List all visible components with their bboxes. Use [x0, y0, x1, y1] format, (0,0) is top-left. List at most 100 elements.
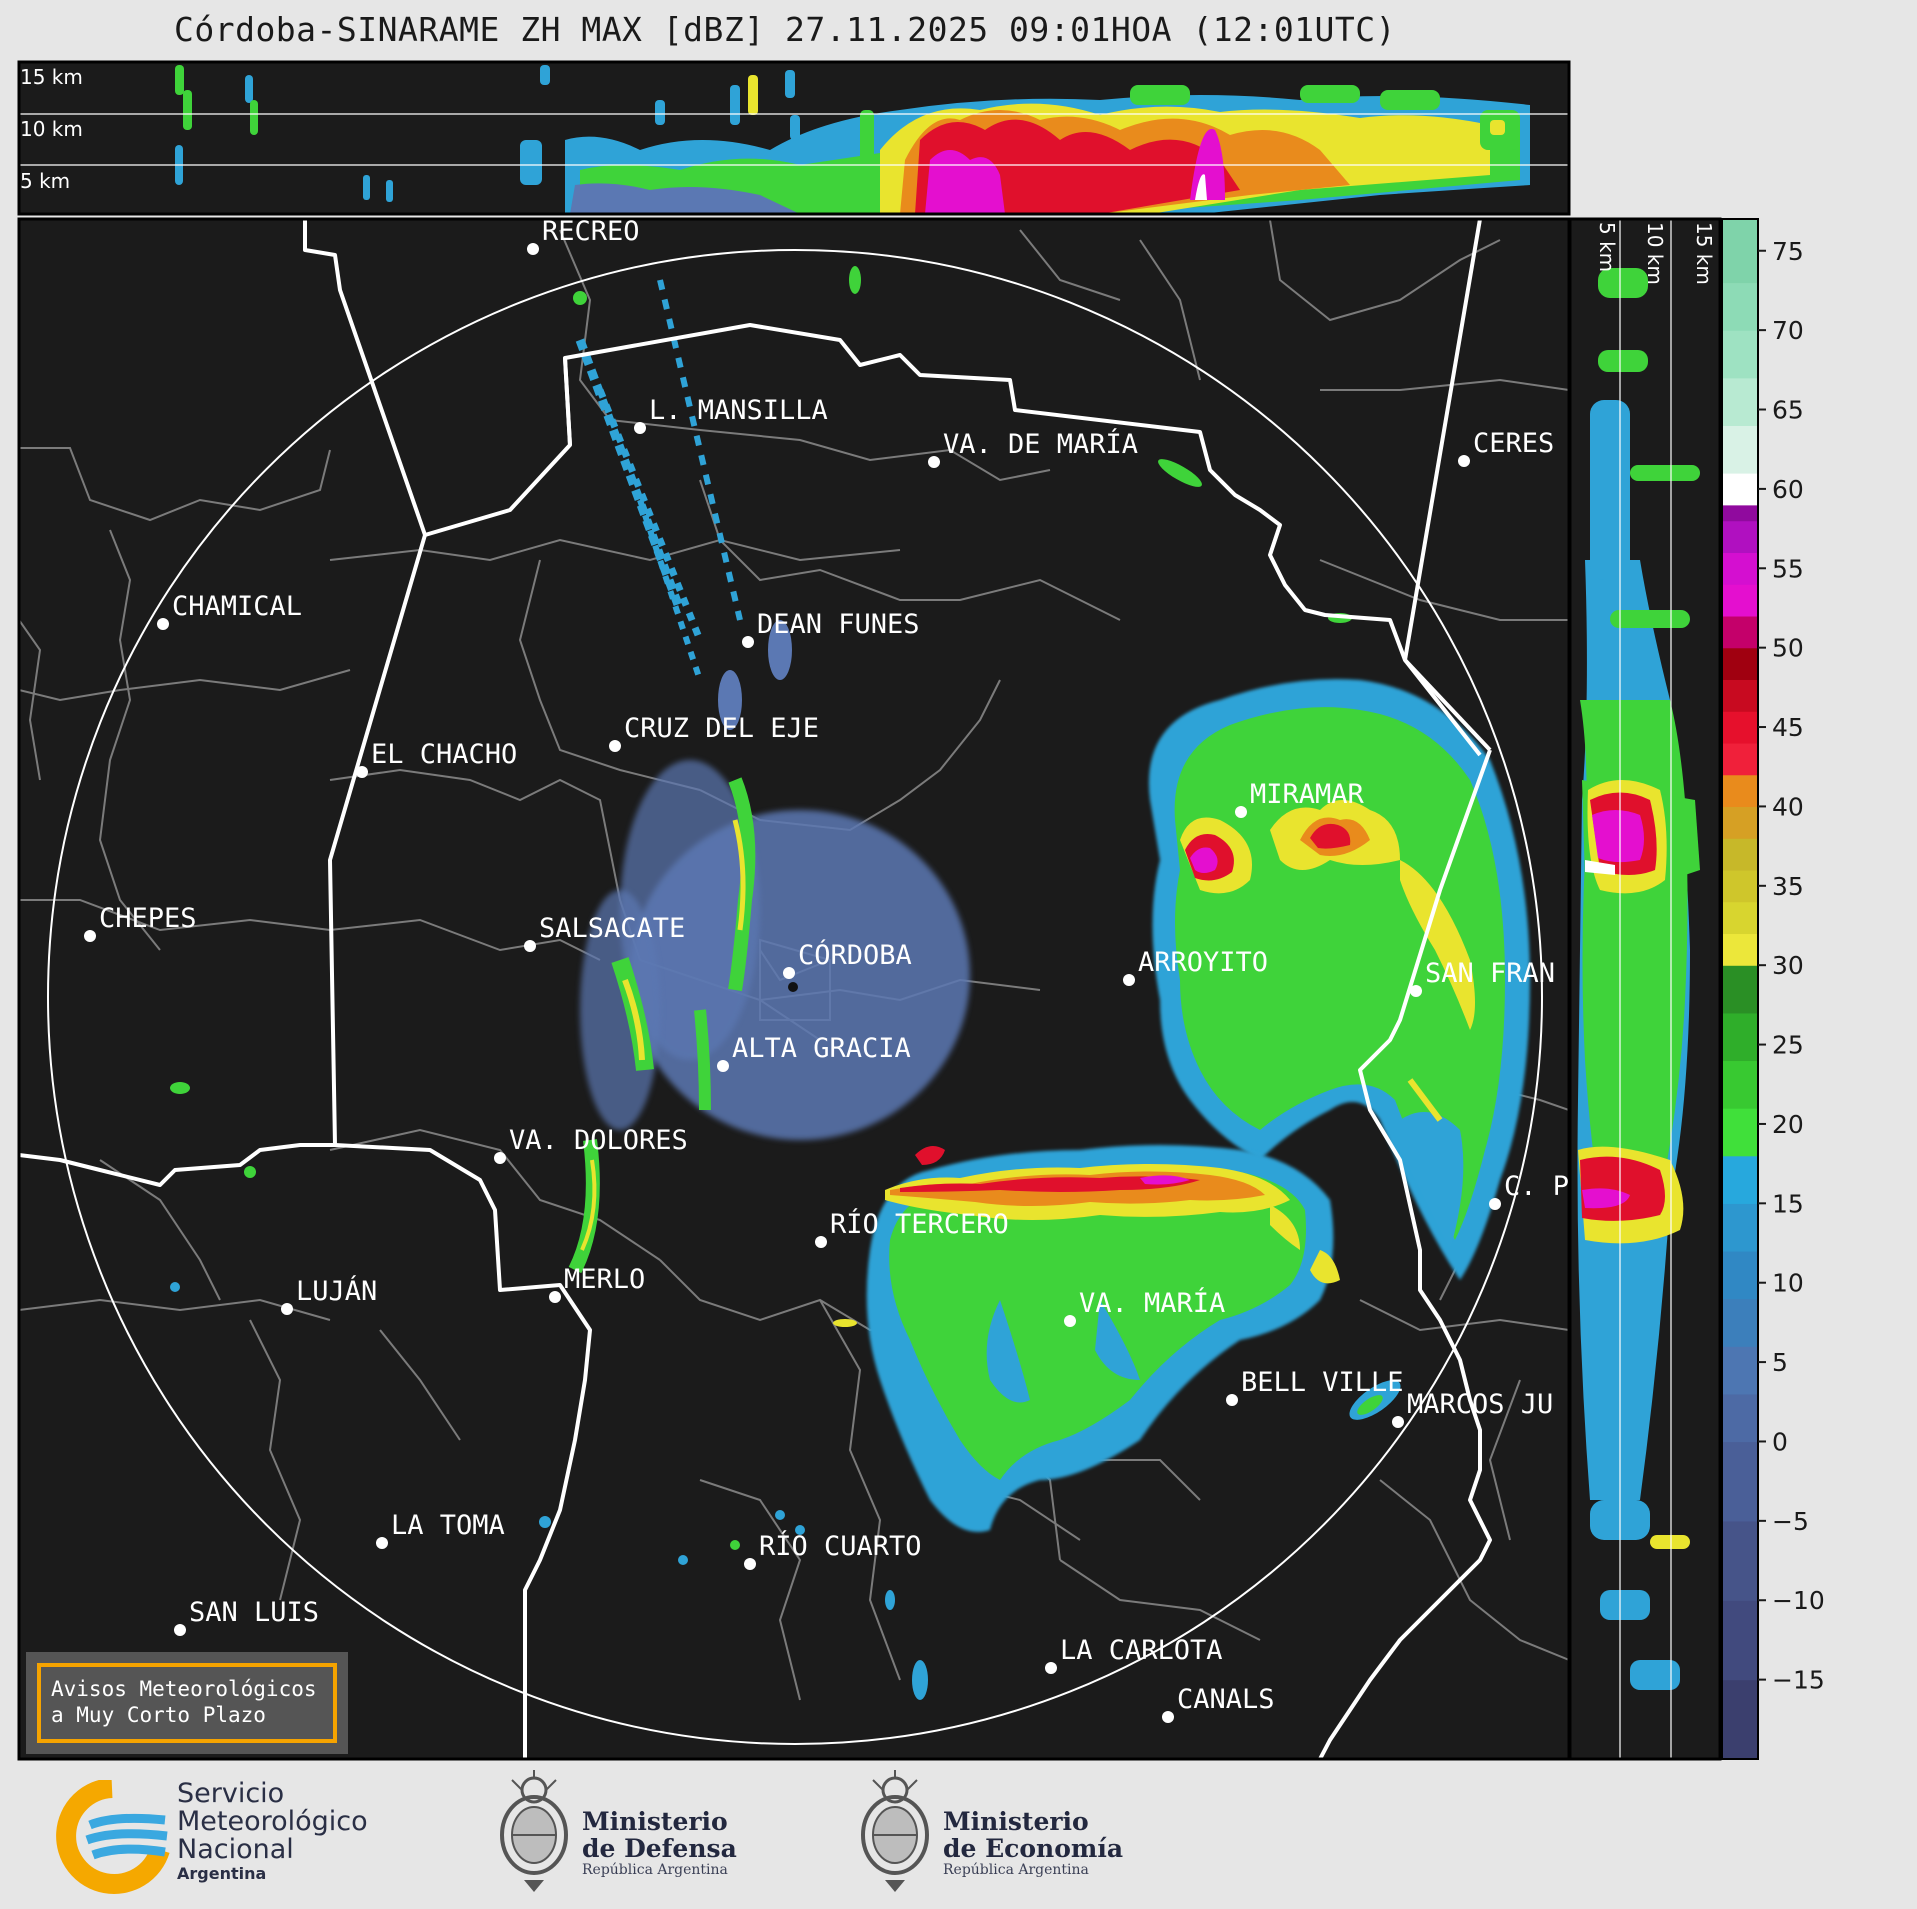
city-label-chepes: CHEPES: [99, 903, 197, 934]
colorbar-band: [1722, 520, 1758, 554]
top-cross-section: 15 km 10 km 5 km: [17, 60, 1571, 216]
colorbar-band: [1722, 1155, 1758, 1204]
colorbar-band: [1722, 1108, 1758, 1157]
colorbar-band: [1722, 647, 1758, 681]
colorbar-band: [1722, 425, 1758, 474]
city-marker-chepes: [84, 930, 96, 942]
colorbar-tick-label: 25: [1772, 1031, 1804, 1060]
city-label-san-fran: SAN FRAN: [1425, 958, 1555, 989]
city-marker-chamical: [157, 618, 169, 630]
colorbar-tick-label: 20: [1772, 1110, 1804, 1139]
warning-box: Avisos Meteorológicos a Muy Corto Plazo: [37, 1663, 337, 1743]
colorbar-band: [1722, 1679, 1758, 1760]
colorbar-band: [1722, 742, 1758, 776]
colorbar-band: [1722, 1346, 1758, 1395]
city-label-merlo: MERLO: [564, 1264, 645, 1295]
colorbar-band: [1722, 1012, 1758, 1062]
colorbar-tick-label: 30: [1772, 951, 1804, 980]
city-marker-miramar: [1235, 806, 1247, 818]
city-label-va-maría: VA. MARÍA: [1079, 1287, 1225, 1319]
alt-label-10km: 10 km: [20, 117, 83, 141]
city-marker-ceres: [1458, 455, 1470, 467]
city-label-arroyito: ARROYITO: [1138, 947, 1268, 978]
colorbar-band: [1722, 1600, 1758, 1681]
colorbar-band: [1722, 679, 1758, 712]
city-label-c-p: C. P: [1504, 1171, 1569, 1202]
city-label-el-chacho: EL CHACHO: [371, 739, 517, 770]
colorbar-tick-label: 35: [1772, 872, 1804, 901]
argentine-seal-icon: [861, 1770, 929, 1892]
economia-line3: República Argentina: [943, 1862, 1089, 1878]
colorbar-tick-label: 60: [1772, 475, 1804, 504]
city-label-marcos-ju: MARCOS JU: [1407, 1389, 1553, 1420]
city-marker-cruz-del-eje: [609, 740, 621, 752]
city-marker-la-carlota: [1045, 1662, 1057, 1674]
city-label-cruz-del-eje: CRUZ DEL EJE: [624, 713, 819, 744]
colorbar-tick-label: 10: [1772, 1269, 1804, 1298]
city-marker-san-luis: [174, 1624, 186, 1636]
colorbar-tick-label: 75: [1772, 237, 1804, 266]
city-marker-córdoba: [783, 967, 795, 979]
colorbar-band: [1722, 1441, 1758, 1522]
side-alt-label-5km: 5 km: [1595, 222, 1619, 272]
colorbar-tick-label: 50: [1772, 634, 1804, 663]
city-marker-va-maría: [1064, 1315, 1076, 1327]
city-label-ceres: CERES: [1473, 428, 1554, 459]
argentine-seal-icon: [500, 1770, 568, 1892]
city-label-chamical: CHAMICAL: [172, 591, 302, 622]
colorbar-band: [1722, 869, 1758, 903]
city-label-canals: CANALS: [1177, 1684, 1275, 1715]
defensa-line1: Ministerio: [582, 1807, 728, 1836]
smn-line4: Argentina: [177, 1864, 267, 1883]
city-marker-merlo: [549, 1291, 561, 1303]
colorbar-band: [1722, 933, 1758, 966]
colorbar-tick-label: −5: [1772, 1507, 1809, 1536]
colorbar-tick-label: 70: [1772, 316, 1804, 345]
colorbar-band: [1722, 774, 1758, 808]
defensa-line2: de Defensa: [582, 1834, 737, 1863]
colorbar-band: [1722, 901, 1758, 935]
warning-line2: a Muy Corto Plazo: [51, 1703, 266, 1727]
city-marker-va-de-maría: [928, 456, 940, 468]
city-label-san-luis: SAN LUIS: [189, 1597, 319, 1628]
city-marker-río-tercero: [815, 1236, 827, 1248]
city-marker-recreo: [527, 243, 539, 255]
city-label-la-carlota: LA CARLOTA: [1060, 1635, 1223, 1666]
city-marker-salsacate: [524, 940, 536, 952]
city-label-l-mansilla: L. MANSILLA: [649, 395, 828, 426]
smn-line2: Meteorológico: [177, 1806, 368, 1837]
alt-label-15km: 15 km: [20, 65, 83, 89]
colorbar-band: [1722, 473, 1758, 506]
warning-line1: Avisos Meteorológicos: [51, 1677, 317, 1701]
colorbar-band: [1722, 552, 1758, 585]
city-marker-c-p: [1489, 1198, 1501, 1210]
colorbar-tick-label: 15: [1772, 1189, 1804, 1218]
city-marker-san-fran: [1410, 985, 1422, 997]
colorbar-band: [1722, 1203, 1758, 1252]
economia-line2: de Economía: [943, 1834, 1124, 1863]
defensa-line3: República Argentina: [582, 1862, 728, 1878]
city-label-dean-funes: DEAN FUNES: [757, 609, 920, 640]
smn-line3: Nacional: [177, 1834, 294, 1865]
colorbar-tick-label: 40: [1772, 792, 1804, 821]
city-marker-la-toma: [376, 1537, 388, 1549]
city-marker-bell-ville: [1226, 1394, 1238, 1406]
side-cross-section: 5 km 10 km 15 km: [1568, 217, 1722, 1761]
city-marker-marcos-ju: [1392, 1416, 1404, 1428]
colorbar-band: [1722, 219, 1758, 284]
colorbar-band: [1722, 1060, 1758, 1109]
colorbar-band: [1722, 838, 1758, 871]
colorbar-tick-label: 0: [1772, 1427, 1788, 1456]
map-title: Córdoba-SINARAME ZH MAX [dBZ] 27.11.2025…: [173, 10, 1397, 49]
province-borders: [19, 219, 1492, 1759]
city-marker-va-dolores: [494, 1152, 506, 1164]
city-label-miramar: MIRAMAR: [1250, 779, 1365, 810]
economia-line1: Ministerio: [943, 1807, 1089, 1836]
colorbar-band: [1722, 806, 1758, 839]
colorbar-band: [1722, 711, 1758, 744]
colorbar-band: [1722, 330, 1758, 379]
alt-label-5km: 5 km: [20, 169, 70, 193]
side-alt-label-15km: 15 km: [1692, 222, 1716, 285]
